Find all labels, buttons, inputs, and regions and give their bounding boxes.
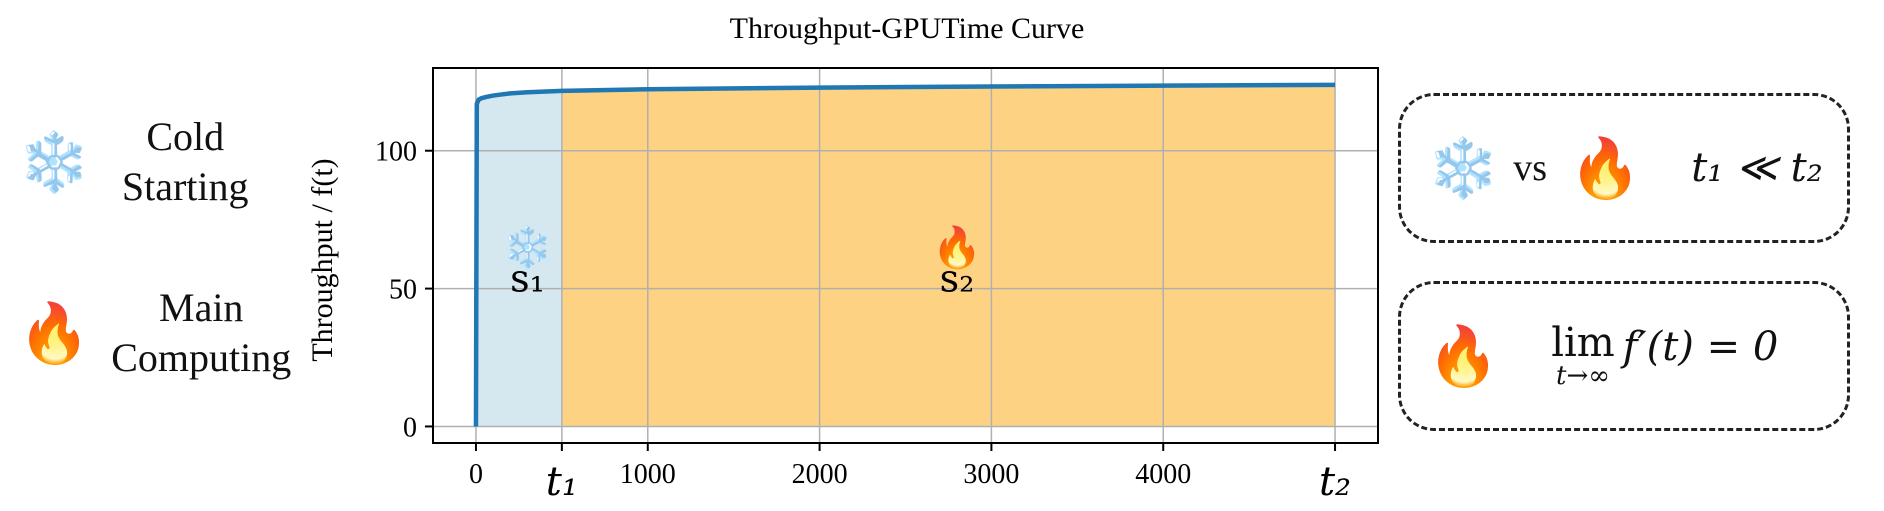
x-tick-label: 2000 bbox=[792, 459, 848, 490]
throughput-line bbox=[473, 82, 1336, 427]
fire-icon: 🔥 bbox=[1427, 322, 1500, 390]
snowflake-icon: ❄️ bbox=[1427, 134, 1500, 202]
comparison-formula: t₁ ≪ t₂ bbox=[1691, 145, 1823, 191]
limit-operator: lim t→∞ bbox=[1551, 320, 1615, 391]
legend-cold-starting: ❄️ Cold Starting bbox=[18, 112, 260, 212]
y-axis-label: Throughput / f(t) bbox=[306, 158, 339, 361]
fire-icon: 🔥 bbox=[932, 224, 982, 270]
x-tick-label: 0 bbox=[469, 459, 483, 490]
legend-main-computing: 🔥 Main Computing bbox=[18, 283, 306, 383]
comparison-box: ❄️ vs 🔥 t₁ ≪ t₂ bbox=[1398, 93, 1850, 243]
legend-cold-label: Cold Starting bbox=[121, 114, 249, 209]
x-tick-label: 3000 bbox=[963, 459, 1019, 490]
fire-icon: 🔥 bbox=[1569, 134, 1642, 202]
snowflake-icon: ❄️ bbox=[18, 128, 91, 196]
y-tick-label: 50 bbox=[389, 275, 417, 306]
vs-text: vs bbox=[1513, 147, 1548, 189]
snowflake-icon: ❄️ bbox=[503, 224, 553, 270]
marker-label-t2: t₂ bbox=[1319, 459, 1351, 505]
chart-title: Throughput-GPUTime Curve bbox=[730, 12, 1085, 45]
limit-box: 🔥 lim t→∞ f′(t) = 0 bbox=[1398, 281, 1850, 431]
region-s2 bbox=[561, 84, 1336, 427]
x-tick-label: 1000 bbox=[620, 459, 676, 490]
plot-frame bbox=[432, 67, 1379, 444]
y-tick-label: 0 bbox=[403, 412, 417, 443]
marker-label-t1: t₁ bbox=[546, 459, 578, 505]
fire-icon: 🔥 bbox=[18, 299, 91, 367]
region-s1 bbox=[475, 90, 562, 427]
x-tick-label: 4000 bbox=[1135, 459, 1191, 490]
y-tick-label: 100 bbox=[375, 137, 417, 168]
region-label-s1: s₁ bbox=[510, 256, 545, 300]
limit-expression: f′(t) = 0 bbox=[1622, 324, 1779, 370]
region-label-s2: s₂ bbox=[940, 256, 975, 300]
legend-main-label: Main Computing bbox=[111, 285, 292, 380]
